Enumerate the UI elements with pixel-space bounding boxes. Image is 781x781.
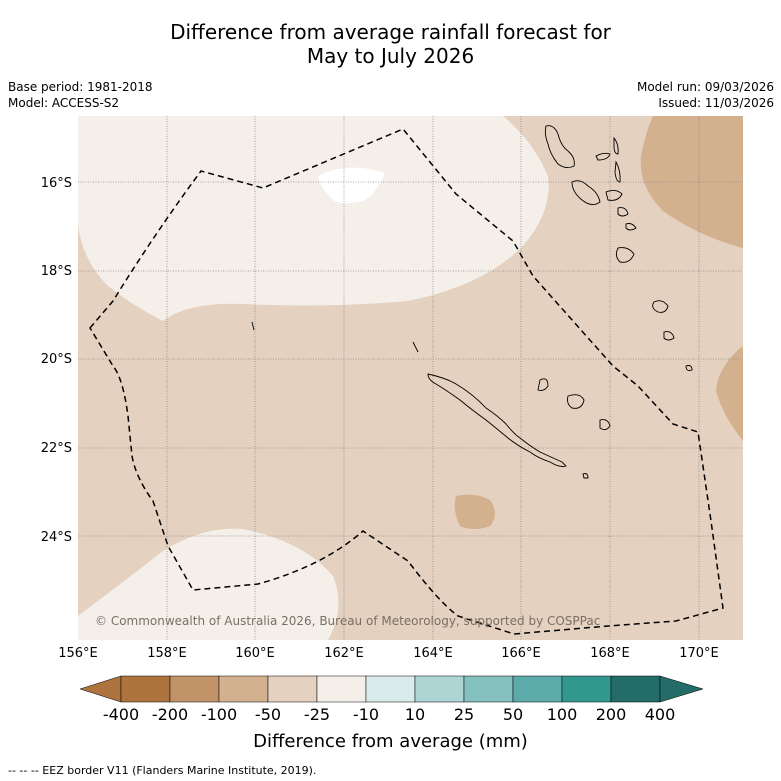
copyright-notice: © Commonwealth of Australia 2026, Bureau…	[95, 614, 601, 628]
near-average-region-north	[78, 116, 549, 321]
colorbar-tick-label: 100	[546, 705, 578, 724]
colorbar-tick-label: 200	[595, 705, 627, 724]
islands	[251, 125, 693, 479]
island-matthew	[685, 365, 693, 371]
island-efate	[617, 207, 629, 217]
colorbar-segment	[512, 675, 563, 703]
base-period: Base period: 1981-2018	[8, 80, 153, 94]
dry-region-south	[454, 494, 495, 529]
island-espiritu-santo	[544, 125, 575, 169]
eez-border	[89, 128, 724, 635]
colorbar-tick-label: 25	[453, 705, 475, 724]
colorbar-segment	[120, 675, 171, 703]
gridlines	[78, 116, 743, 640]
lon-label-162e: 162°E	[324, 646, 364, 661]
lon-label-158e: 158°E	[147, 646, 187, 661]
colorbar-tick-label: -100	[200, 705, 238, 724]
lat-label-22s: 22°S	[40, 441, 72, 456]
island-pentecost	[613, 136, 619, 155]
island-ouvea	[537, 378, 549, 391]
lon-label-170e: 170°E	[679, 646, 719, 661]
near-average-region-southwest	[78, 528, 339, 640]
island-futuna	[652, 300, 669, 313]
island-chesterfield	[251, 321, 255, 331]
colorbar-segment	[267, 675, 318, 703]
colorbar-segment	[561, 675, 612, 703]
colorbar-title: Difference from average (mm)	[253, 731, 528, 752]
colorbar-segment	[610, 675, 661, 703]
colorbar-tick-label: 50	[502, 705, 524, 724]
island-erromango	[625, 223, 637, 231]
island-epi	[605, 189, 623, 201]
eez-legend-footnote: -- -- -- EEZ border V11 (Flanders Marine…	[8, 764, 317, 777]
lon-label-164e: 164°E	[413, 646, 453, 661]
rainfall-map	[78, 116, 743, 640]
colorbar-tick-label: -400	[102, 705, 140, 724]
island-tanna	[615, 247, 635, 263]
colorbar-tick-label: -50	[254, 705, 282, 724]
lat-label-18s: 18°S	[40, 264, 72, 279]
title-line-2: May to July 2026	[306, 44, 475, 68]
island-malakula	[571, 180, 601, 205]
colorbar-segment	[316, 675, 367, 703]
colorbar-segment	[414, 675, 465, 703]
colorbar-tick-label: 10	[404, 705, 426, 724]
island-mare	[599, 419, 611, 431]
colorbar-segment	[169, 675, 220, 703]
model-name: Model: ACCESS-S2	[8, 96, 120, 110]
colorbar-segment	[218, 675, 269, 703]
colorbar-extend-low	[79, 675, 122, 703]
lon-label-156e: 156°E	[58, 646, 98, 661]
colorbar-segment	[463, 675, 514, 703]
dry-region-east	[716, 346, 743, 441]
colorbar-tick-label: -200	[151, 705, 189, 724]
island-belep	[412, 341, 419, 353]
island-walpole	[582, 473, 589, 479]
colorbar-segment	[365, 675, 416, 703]
lon-label-168e: 168°E	[590, 646, 630, 661]
lat-label-16s: 16°S	[40, 176, 72, 191]
colorbar-tick-label: -10	[352, 705, 380, 724]
island-aniwa	[663, 331, 675, 341]
neutral-patch	[318, 167, 385, 204]
lon-label-166e: 166°E	[501, 646, 541, 661]
issued-date: Issued: 11/03/2026	[658, 96, 774, 110]
lon-label-160e: 160°E	[235, 646, 275, 661]
lat-label-20s: 20°S	[40, 352, 72, 367]
dry-region-northeast	[640, 116, 743, 248]
island-new-caledonia	[427, 373, 567, 467]
island-ambrym	[614, 160, 621, 183]
island-lifou	[567, 394, 585, 409]
colorbar-tick-label: 400	[644, 705, 676, 724]
title-line-1: Difference from average rainfall forecas…	[170, 20, 611, 44]
lat-label-24s: 24°S	[40, 530, 72, 545]
colorbar-extend-high	[659, 675, 704, 703]
colorbar-tick-label: -25	[303, 705, 331, 724]
model-run: Model run: 09/03/2026	[636, 80, 774, 94]
island-maewo	[595, 152, 611, 161]
